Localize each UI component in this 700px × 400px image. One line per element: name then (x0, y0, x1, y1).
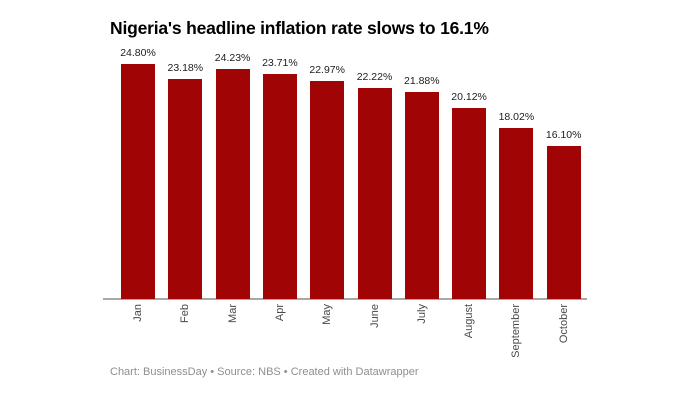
bar (357, 88, 392, 299)
x-axis-label: August (463, 304, 476, 339)
x-axis-label: Apr (273, 304, 286, 322)
bar-value-label: 21.88% (403, 75, 440, 87)
x-axis-label: July (415, 304, 428, 324)
chart-footer: Chart: BusinessDay • Source: NBS • Creat… (110, 366, 419, 378)
bar-value-label: 24.80% (120, 47, 156, 59)
bar-value-label: 22.22% (356, 71, 393, 83)
bar (546, 146, 581, 299)
bar-value-label: 22.97% (309, 64, 345, 76)
bar-value-label: 16.10% (545, 129, 582, 141)
bar-value-label: 24.23% (214, 52, 251, 64)
x-axis-label: Mar (226, 304, 239, 323)
bar-value-label: 18.02% (498, 111, 535, 123)
x-axis-label: May (321, 304, 334, 325)
bar (499, 128, 534, 299)
x-axis-label: October (557, 304, 570, 344)
x-axis-label: September (510, 304, 523, 358)
bar (310, 81, 345, 299)
x-axis-label: June (368, 304, 381, 328)
bar (452, 108, 487, 299)
bar-value-label: 20.12% (451, 91, 487, 103)
x-axis-label: Feb (179, 304, 192, 323)
bar (121, 64, 155, 299)
bar (215, 69, 250, 299)
bar (168, 79, 203, 299)
bar-value-label: 23.18% (167, 62, 204, 74)
bar (404, 92, 439, 299)
x-axis-baseline (103, 298, 587, 300)
chart-title: Nigeria's headline inflation rate slows … (110, 18, 489, 38)
bar-value-label: 23.71% (262, 57, 298, 69)
x-axis-label: Jan (132, 304, 144, 322)
bar (262, 74, 297, 299)
